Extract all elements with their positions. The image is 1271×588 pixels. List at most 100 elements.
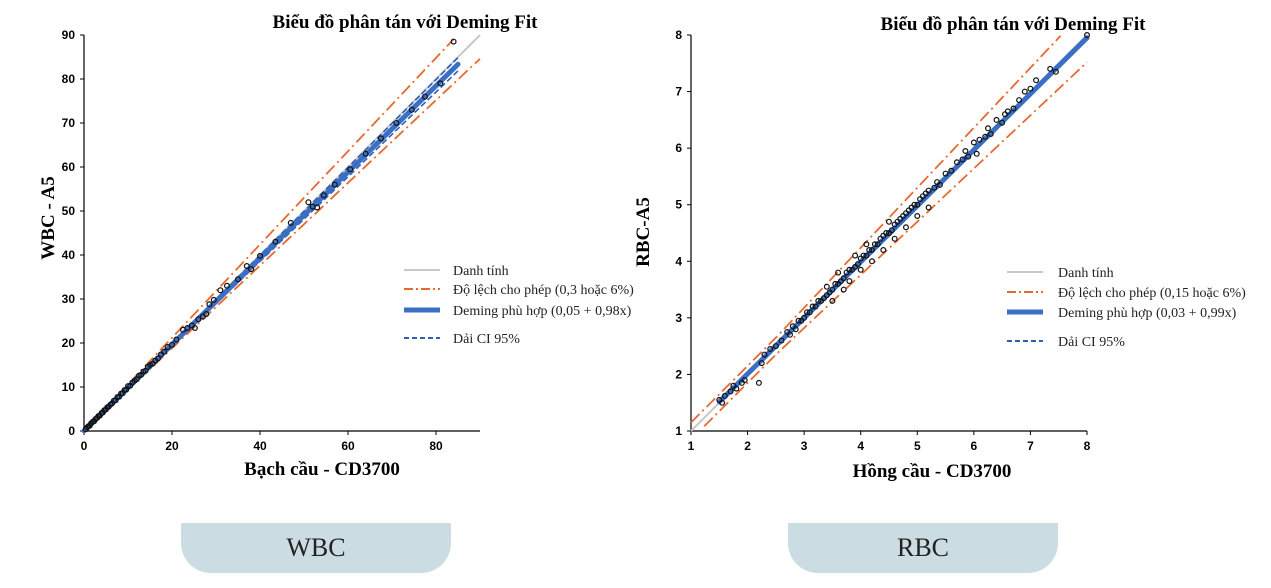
- legend-identity-label: Danh tính: [453, 264, 509, 279]
- data-point: [347, 166, 354, 173]
- data-point: [885, 218, 892, 225]
- data-point: [154, 355, 161, 362]
- legend-identity-label: Danh tính: [1058, 266, 1114, 281]
- y-tick-label: 20: [62, 336, 76, 350]
- data-point: [883, 230, 890, 237]
- data-point: [272, 238, 279, 245]
- y-tick-label: 4: [675, 254, 682, 268]
- data-point: [846, 278, 853, 285]
- data-point: [287, 219, 294, 226]
- chart-title: Biểu đồ phân tán với Deming Fit: [881, 14, 1147, 35]
- data-point: [815, 297, 822, 304]
- chart-rbc: Biểu đồ phân tán với Deming Fit Hồng cầu…: [633, 14, 1246, 482]
- data-point: [835, 269, 842, 276]
- data-point: [1052, 68, 1059, 75]
- data-point: [721, 392, 728, 399]
- data-point: [320, 192, 327, 199]
- data-point: [331, 181, 338, 188]
- data-point: [976, 136, 983, 143]
- data-point: [911, 201, 918, 208]
- legend-ci-label: Dải CI 95%: [1058, 335, 1125, 350]
- x-tick-label: 0: [81, 439, 88, 453]
- data-point: [778, 337, 785, 344]
- data-point: [868, 258, 875, 265]
- data-point: [235, 276, 242, 283]
- data-point: [863, 241, 870, 248]
- data-point: [203, 311, 210, 318]
- chart-wbc: Biểu đồ phân tán với Deming Fit Bạch cầu…: [38, 12, 634, 480]
- data-point: [970, 139, 977, 146]
- data-point: [812, 303, 819, 310]
- y-tick-label: 70: [62, 116, 76, 130]
- data-point: [823, 283, 830, 290]
- data-point: [362, 150, 369, 157]
- data-point: [161, 348, 168, 355]
- data-point: [1047, 65, 1054, 72]
- data-point: [314, 204, 321, 211]
- data-point: [795, 317, 802, 324]
- data-point: [953, 159, 960, 166]
- data-point: [408, 106, 415, 113]
- data-point: [829, 297, 836, 304]
- data-point: [422, 93, 429, 100]
- data-point: [806, 309, 813, 316]
- data-point: [860, 252, 867, 259]
- y-tick-label: 80: [62, 72, 76, 86]
- data-point: [767, 346, 774, 353]
- x-tick-label: 4: [857, 439, 864, 453]
- data-point: [982, 133, 989, 140]
- legend-deming-label: Deming phù hợp (0,05 + 0,98x): [453, 304, 632, 319]
- x-tick-label: 6: [971, 439, 978, 453]
- x-tick-label: 1: [688, 439, 695, 453]
- y-tick-label: 40: [62, 248, 76, 262]
- tolerance-upper-line: [83, 38, 455, 431]
- data-point: [224, 282, 231, 289]
- data-point: [727, 388, 734, 395]
- data-point: [1010, 105, 1017, 112]
- data-point: [1021, 88, 1028, 95]
- data-point: [829, 286, 836, 293]
- data-point: [925, 187, 932, 194]
- data-point: [206, 301, 213, 308]
- legend-tolerance-label: Độ lệch cho phép (0,3 hoặc 6%): [453, 283, 634, 298]
- data-point: [305, 199, 312, 206]
- data-point: [393, 119, 400, 126]
- y-tick-label: 30: [62, 292, 76, 306]
- data-point: [914, 201, 921, 208]
- data-point: [801, 314, 808, 321]
- data-point: [210, 296, 217, 303]
- legend-ci-label: Dải CI 95%: [453, 332, 520, 347]
- data-point: [854, 261, 861, 268]
- data-point: [733, 385, 740, 392]
- legend: Danh tính Độ lệch cho phép (0,3 hoặc 6%)…: [404, 264, 634, 347]
- data-point: [1027, 85, 1034, 92]
- y-tick-label: 90: [62, 28, 76, 42]
- y-axis-label: WBC - A5: [38, 176, 59, 259]
- data-point: [987, 131, 994, 138]
- data-point: [840, 286, 847, 293]
- data-point: [243, 263, 250, 270]
- data-point: [1004, 108, 1011, 115]
- data-point: [184, 325, 191, 332]
- data-point: [741, 377, 748, 384]
- x-tick-label: 8: [1084, 439, 1091, 453]
- data-point: [832, 280, 839, 287]
- data-point: [868, 247, 875, 254]
- data-point: [931, 184, 938, 191]
- data-point: [984, 125, 991, 132]
- data-point: [925, 204, 932, 211]
- data-point: [948, 167, 955, 174]
- data-point: [786, 331, 793, 338]
- y-tick-label: 8: [675, 28, 682, 42]
- data-point: [962, 148, 969, 155]
- data-point: [217, 287, 224, 294]
- chart-title: Biểu đồ phân tán với Deming Fit: [273, 12, 539, 33]
- x-tick-label: 7: [1027, 439, 1034, 453]
- data-point: [840, 275, 847, 282]
- data-point: [866, 247, 873, 254]
- data-point: [437, 80, 444, 87]
- data-point: [1083, 31, 1090, 38]
- plot-area: 0 20 40 60 80 0 10 20 30 40 50 60 70 80 90: [62, 28, 481, 453]
- data-point: [257, 252, 264, 259]
- data-point: [965, 153, 972, 160]
